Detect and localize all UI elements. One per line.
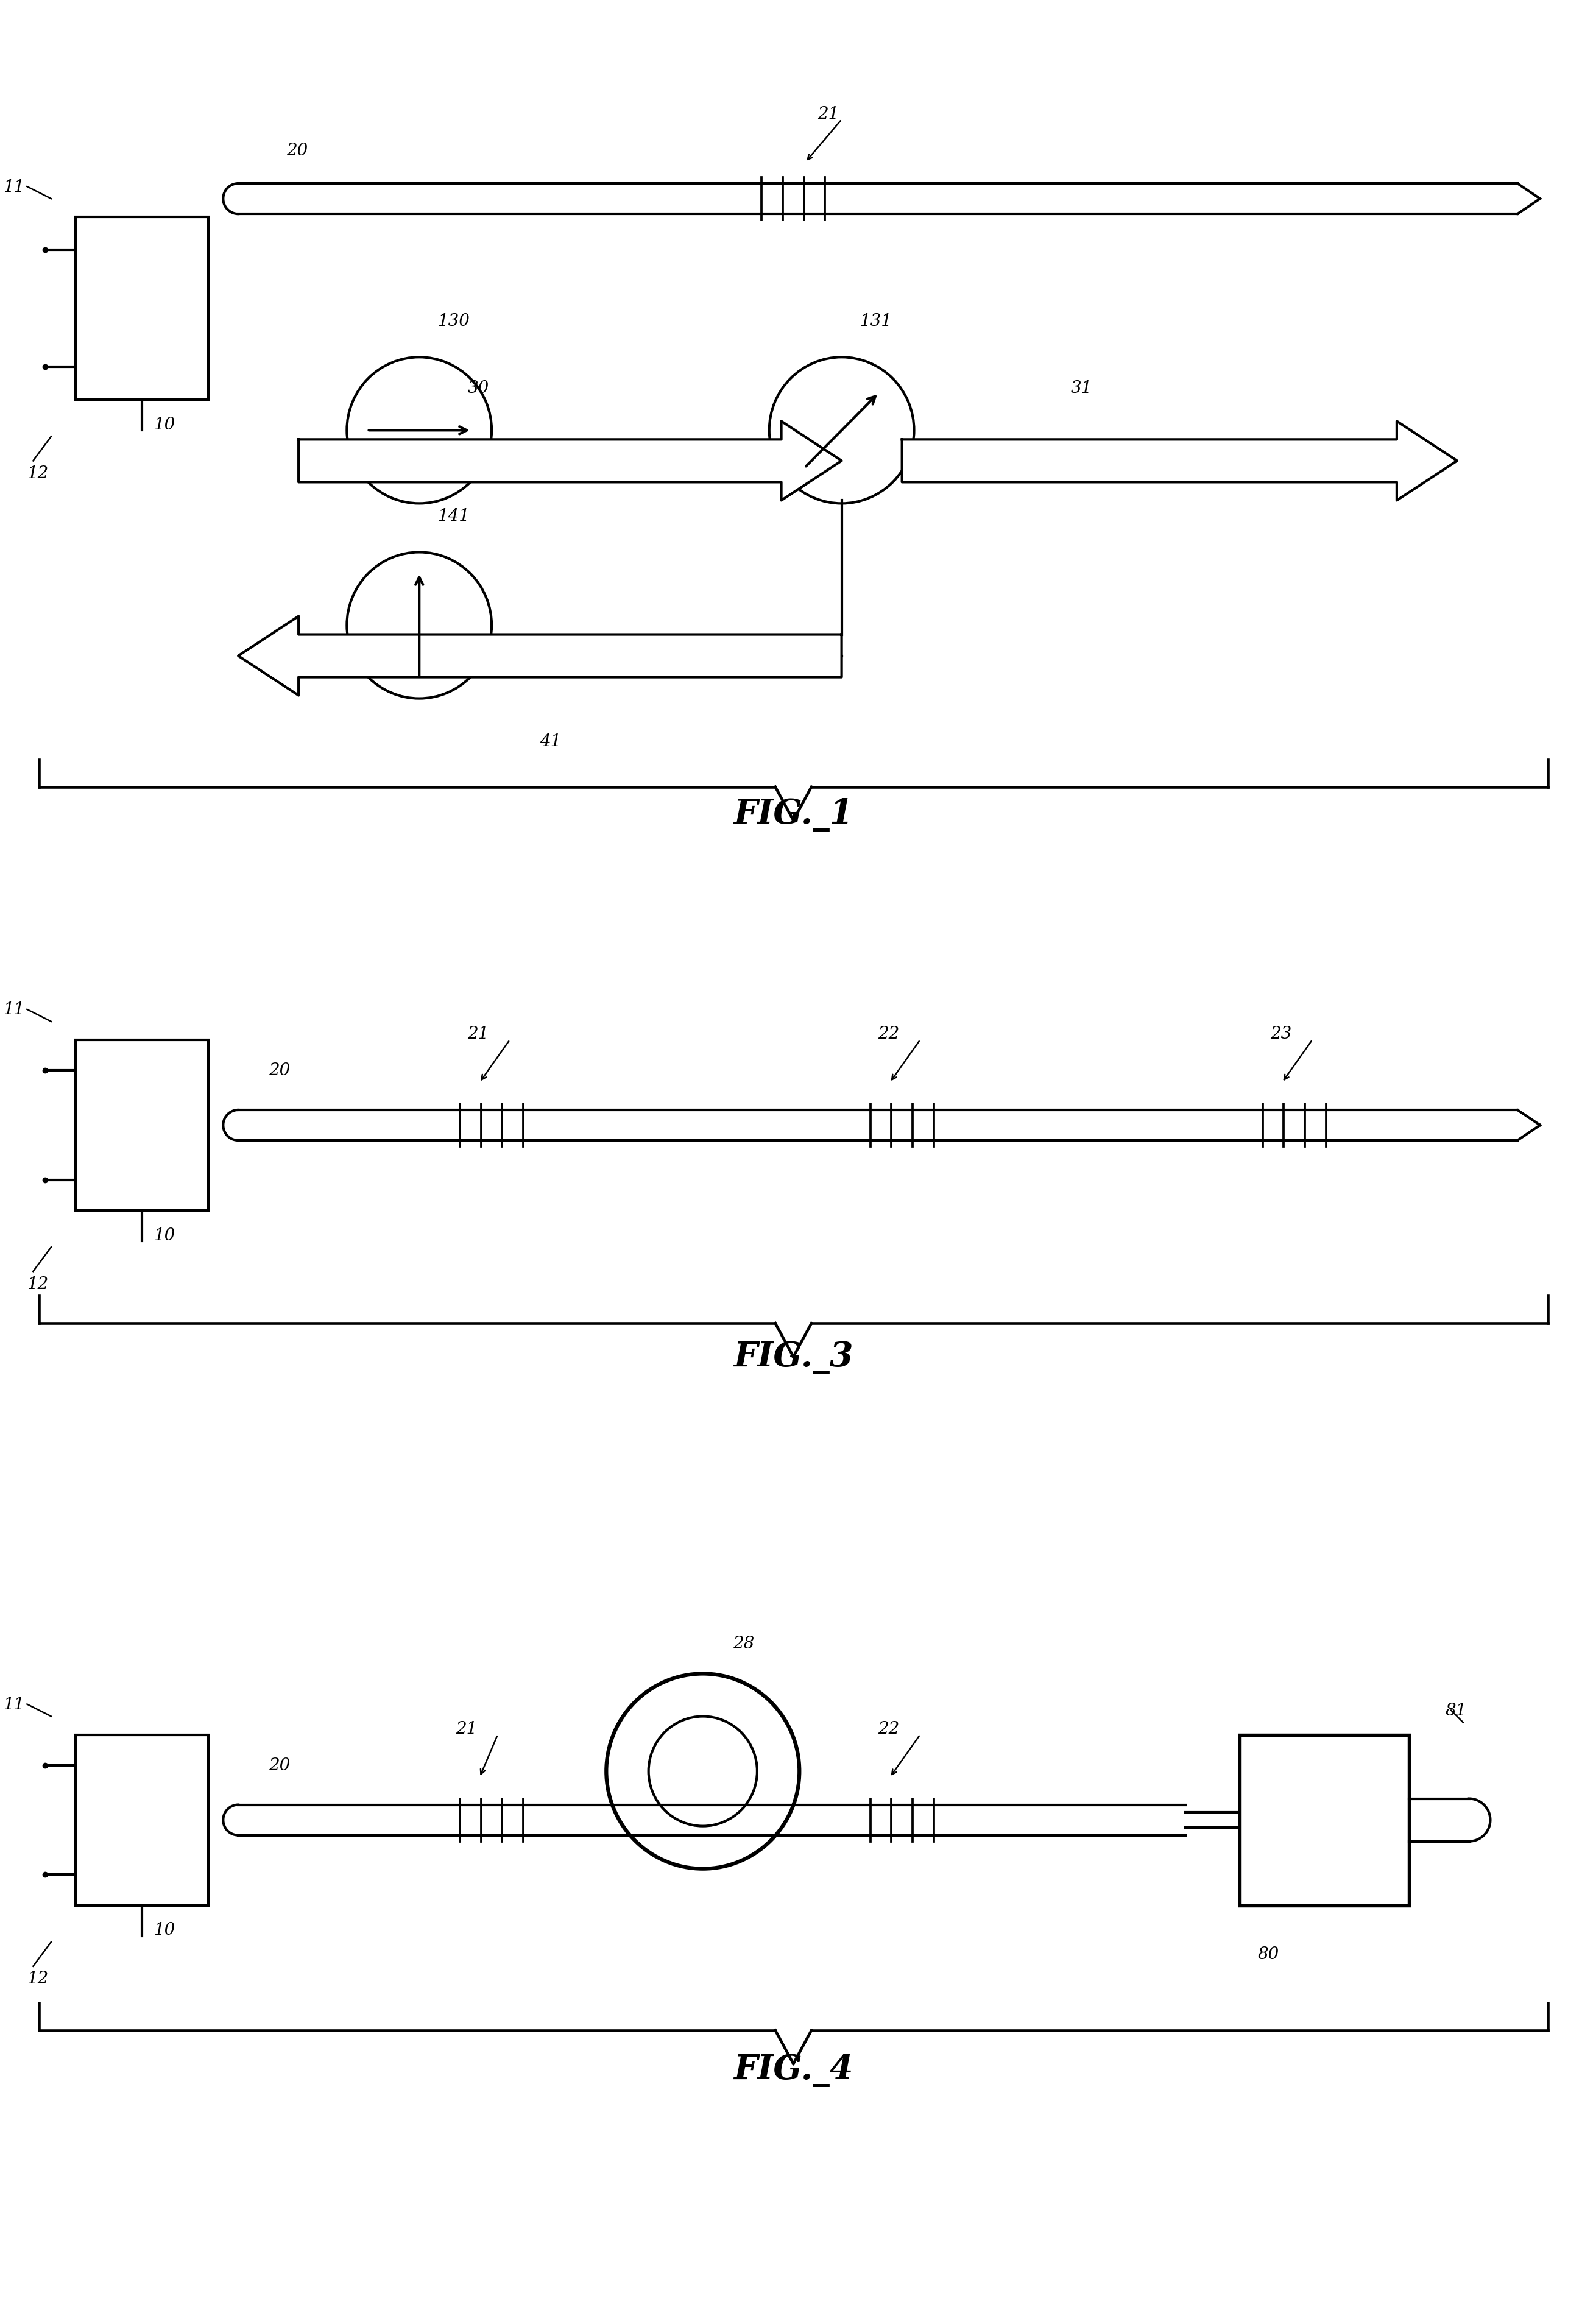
Text: 131: 131: [859, 314, 892, 330]
Text: 81: 81: [1444, 1701, 1467, 1720]
Text: 10: 10: [153, 416, 176, 432]
Text: FIG._3: FIG._3: [734, 1341, 853, 1373]
Text: 141: 141: [437, 509, 470, 525]
Text: 20: 20: [269, 1062, 290, 1078]
Polygon shape: [299, 421, 842, 502]
Text: 28: 28: [732, 1636, 755, 1652]
Text: 10: 10: [153, 1922, 176, 1938]
Bar: [76, 218, 209, 400]
Text: 21: 21: [468, 1025, 489, 1041]
Text: 22: 22: [878, 1025, 899, 1041]
Text: 11: 11: [3, 1002, 24, 1018]
Text: 12: 12: [27, 1971, 49, 1987]
Text: 22: 22: [878, 1720, 899, 1736]
Text: 12: 12: [27, 1276, 49, 1292]
Bar: [76, 1041, 209, 1211]
Text: 21: 21: [818, 105, 838, 123]
Text: 21: 21: [456, 1720, 476, 1736]
Text: FIG._4: FIG._4: [734, 2052, 853, 2087]
Bar: [76, 1734, 209, 1906]
Text: 11: 11: [3, 1697, 24, 1713]
Circle shape: [649, 1717, 758, 1827]
Text: 23: 23: [1270, 1025, 1291, 1041]
Text: FIG._1: FIG._1: [734, 797, 853, 832]
Text: 130: 130: [437, 314, 470, 330]
Text: 80: 80: [1258, 1945, 1280, 1961]
Text: 31: 31: [1071, 379, 1093, 397]
Polygon shape: [902, 421, 1457, 502]
Polygon shape: [239, 616, 842, 695]
Text: 20: 20: [269, 1757, 290, 1773]
Text: 10: 10: [153, 1227, 176, 1243]
Bar: [1240, 1734, 1410, 1906]
Text: 11: 11: [3, 179, 24, 195]
Text: 30: 30: [468, 379, 489, 397]
Text: 41: 41: [539, 734, 562, 751]
Text: 12: 12: [27, 465, 49, 481]
Text: 20: 20: [286, 142, 308, 158]
